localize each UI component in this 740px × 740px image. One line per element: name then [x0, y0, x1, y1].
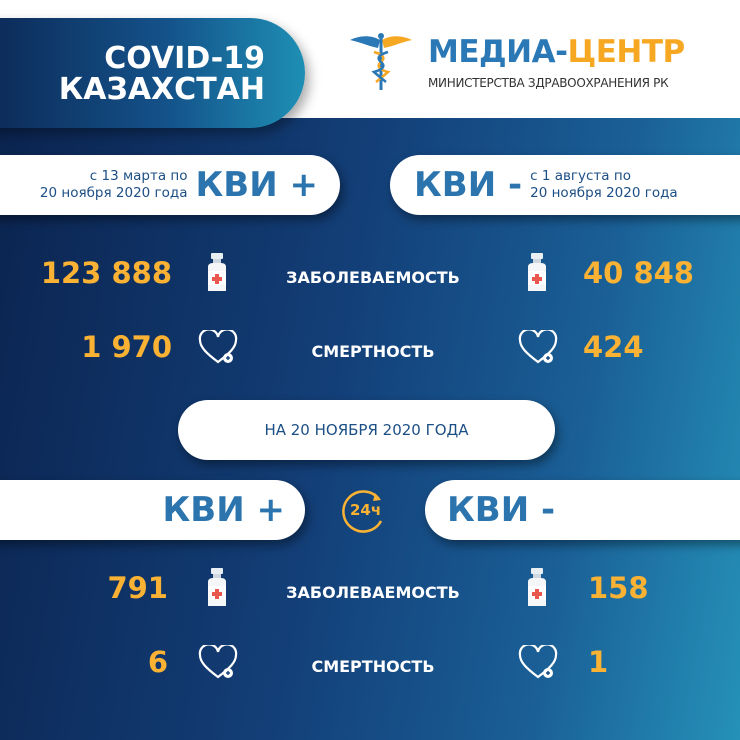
24h-clock-icon: 24ч: [339, 487, 389, 535]
medicine-bottle-icon: [525, 568, 549, 612]
caduceus-icon: [350, 33, 412, 90]
date-range-line1: с 1 августа по: [530, 168, 631, 184]
kvi-minus-cumulative-pill: КВИ - с 1 августа по 20 ноября 2020 года: [390, 155, 740, 215]
kvi-minus-deaths: 424: [583, 330, 644, 364]
date-range-line2: 20 ноября 2020 года: [39, 185, 188, 201]
daily-kvi-minus-cases: 158: [588, 571, 649, 605]
deaths-label: СМЕРТНОСТЬ: [311, 657, 435, 676]
daily-kvi-minus-deaths: 1: [588, 645, 609, 679]
kvi-plus-label: КВИ +: [195, 165, 319, 205]
kvi-plus-cases: 123 888: [40, 256, 172, 290]
daily-kvi-plus-deaths: 6: [147, 645, 168, 679]
cases-label: ЗАБОЛЕВАЕМОСТЬ: [286, 583, 460, 602]
kvi-minus-label: КВИ -: [414, 165, 523, 205]
title-line2: КАЗАХСТАН: [58, 72, 265, 107]
date-pill: НА 20 НОЯБРЯ 2020 ГОДА: [178, 400, 555, 460]
date-range-line2: 20 ноября 2020 года: [530, 185, 678, 201]
kvi-minus-daily-pill: КВИ -: [425, 480, 740, 540]
kvi-plus-daily-pill: КВИ +: [0, 480, 305, 540]
kvi-plus-label: КВИ +: [162, 490, 286, 530]
24h-label: 24ч: [350, 501, 382, 519]
title-banner: COVID-19 КАЗАХСТАН: [0, 18, 305, 128]
kvi-minus-label: КВИ -: [447, 490, 556, 530]
heart-icon: [518, 328, 558, 370]
deaths-label: СМЕРТНОСТЬ: [311, 342, 435, 361]
date-range-line1: с 13 марта по: [89, 168, 188, 184]
kvi-plus-deaths: 1 970: [81, 330, 172, 364]
heart-icon: [518, 643, 558, 685]
medicine-bottle-icon: [205, 568, 229, 612]
kvi-plus-cumulative-pill: с 13 марта по 20 ноября 2020 года КВИ +: [0, 155, 340, 215]
logo-subtitle: МИНИСТЕРСТВА ЗДРАВООХРАНЕНИЯ РК: [428, 76, 669, 90]
logo-title: МЕДИА-ЦЕНТР: [428, 34, 685, 70]
daily-kvi-plus-cases: 791: [107, 571, 168, 605]
heart-icon: [198, 643, 238, 685]
medicine-bottle-icon: [205, 253, 229, 297]
cases-label: ЗАБОЛЕВАЕМОСТЬ: [286, 268, 460, 287]
kvi-minus-cases: 40 848: [583, 256, 694, 290]
medicine-bottle-icon: [525, 253, 549, 297]
title-line1: COVID-19: [104, 41, 265, 76]
heart-icon: [198, 328, 238, 370]
date-label: НА 20 НОЯБРЯ 2020 ГОДА: [264, 421, 469, 439]
